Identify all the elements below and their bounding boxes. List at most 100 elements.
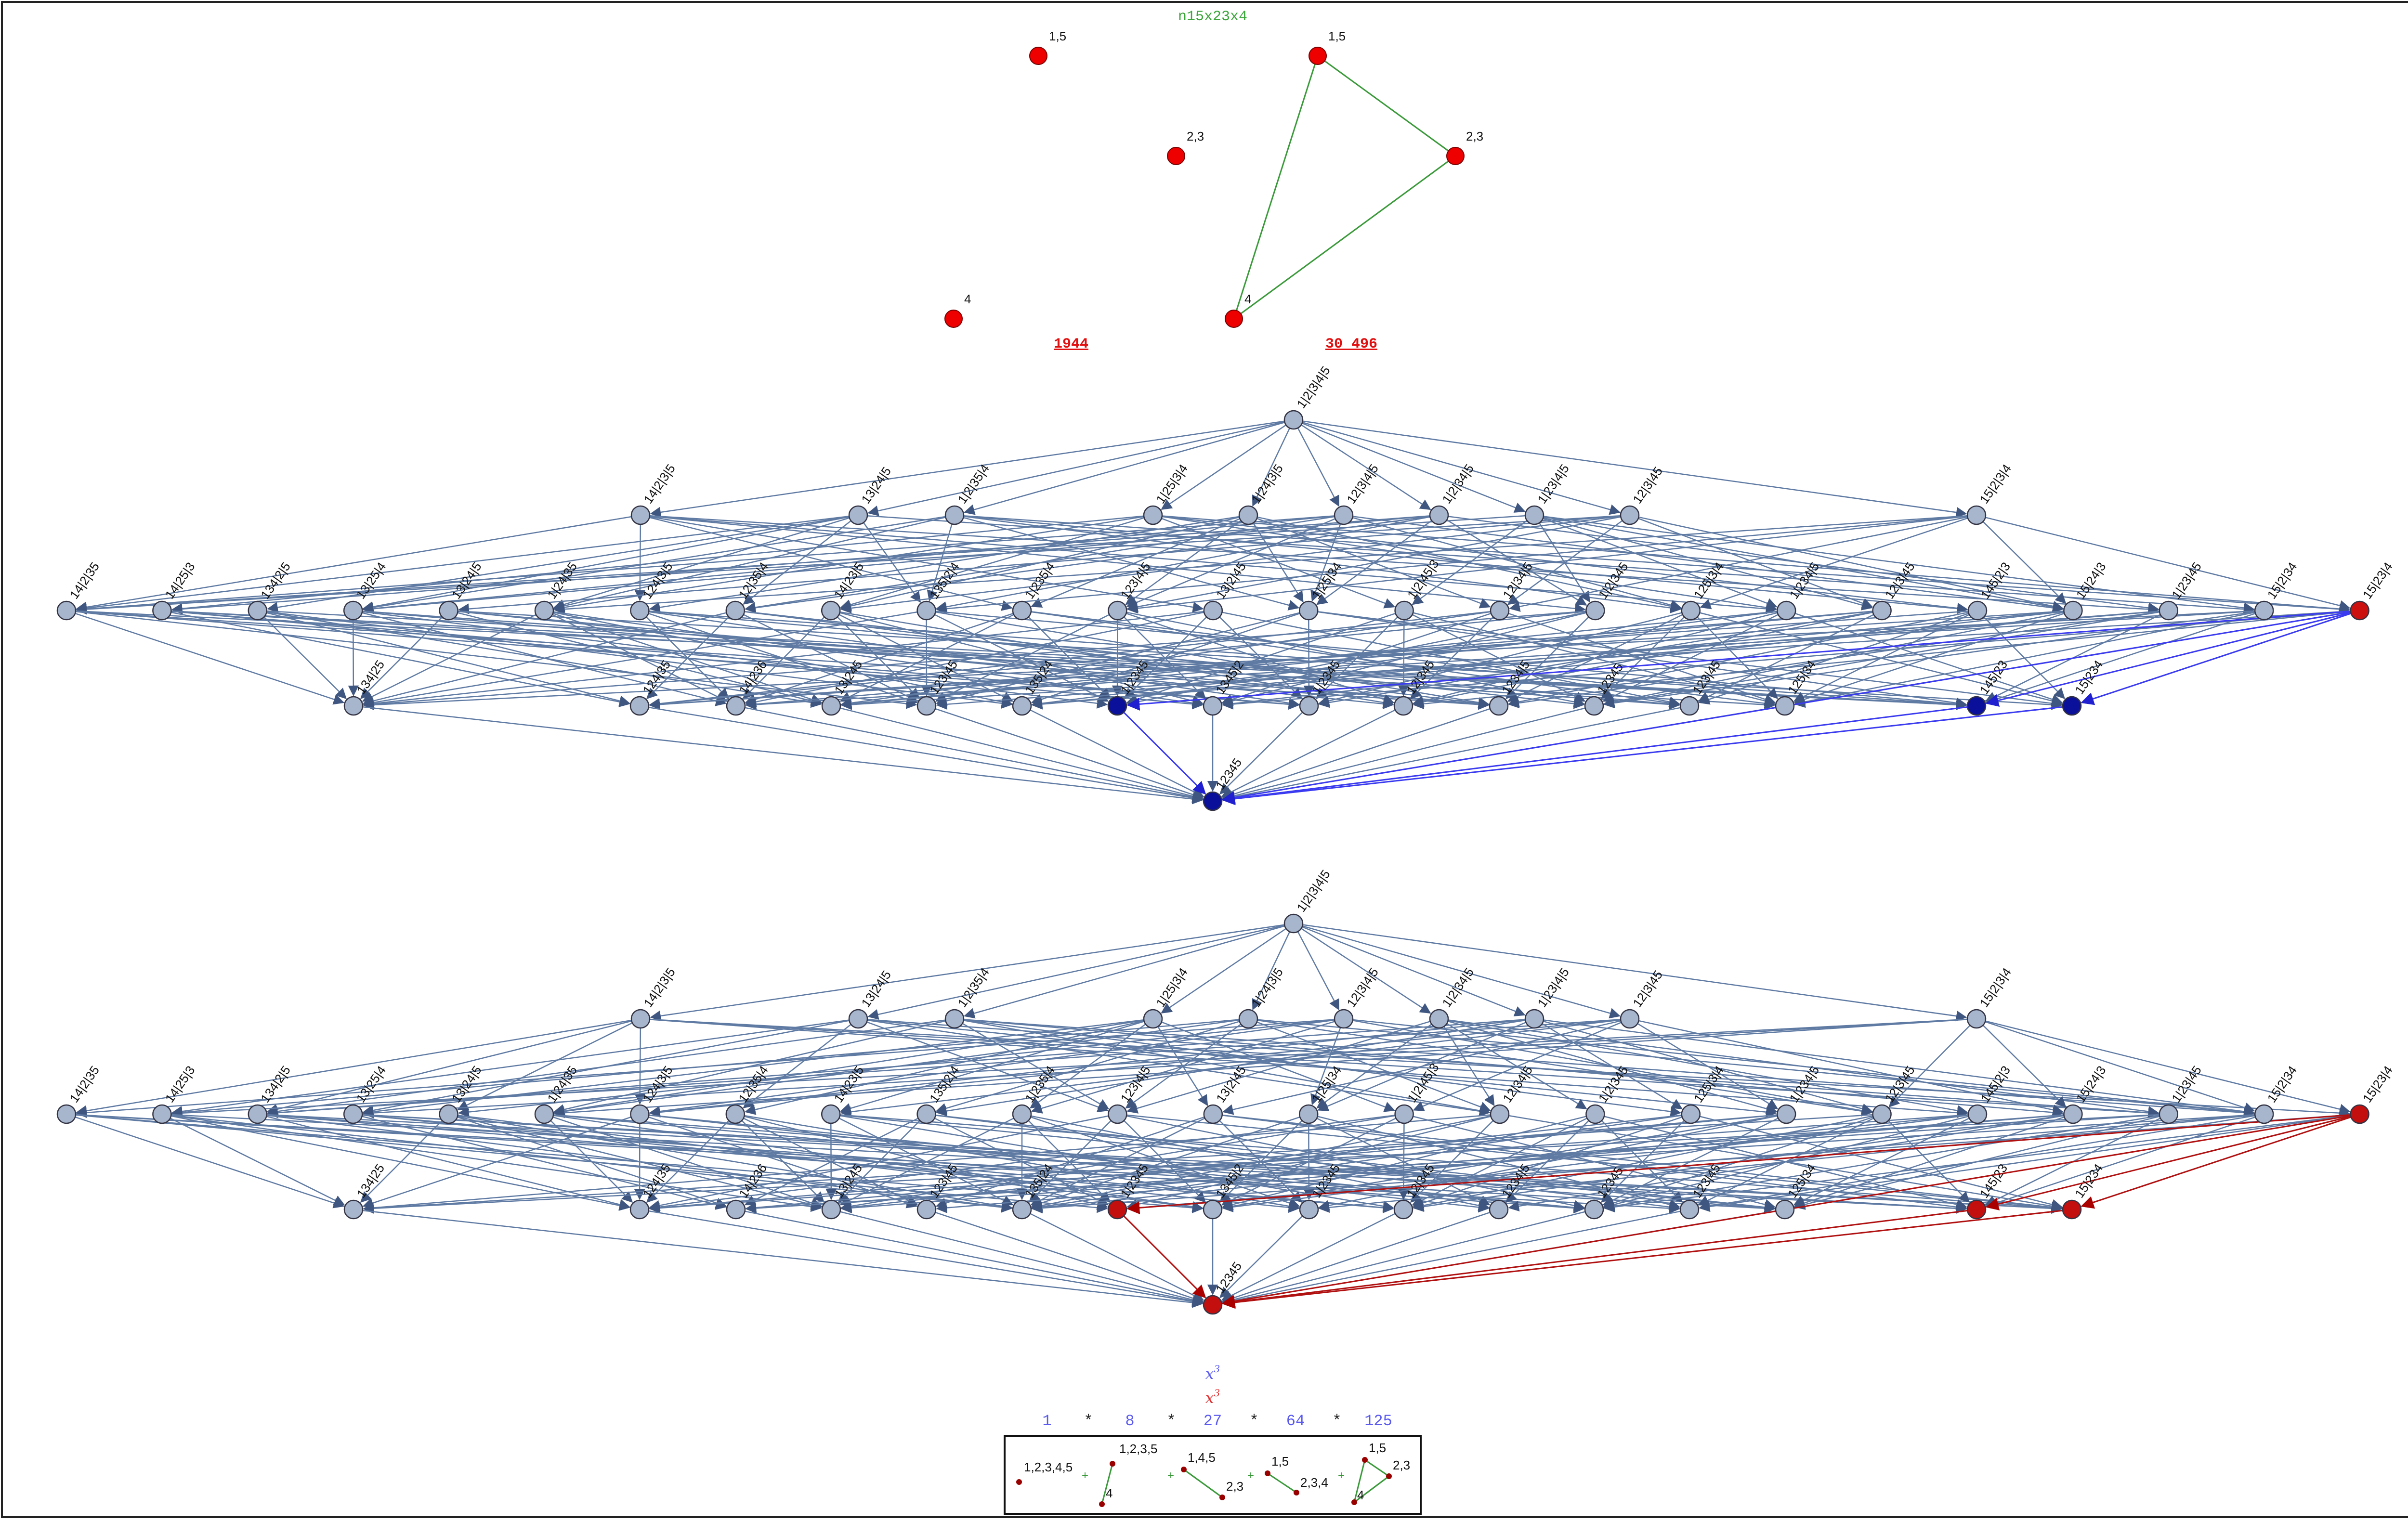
lattice-edge: [1221, 1213, 1395, 1301]
highlight-edge: [1124, 1216, 1206, 1299]
lattice-edge: [363, 611, 917, 708]
legend-items: 1,2,3,4,5 + 1,2,3,5 4 + 1,4,5 2,3 +: [1016, 1441, 1410, 1507]
lattice-edge: [1986, 517, 2351, 611]
legend-dot: [1294, 1490, 1299, 1495]
lattice-node: [2062, 1199, 2082, 1220]
node-label: 1|2|34|5: [1439, 965, 1477, 1010]
lattice-edge: [649, 707, 1204, 804]
lattice-edge: [1252, 428, 1290, 507]
lattice-node: [1490, 1104, 1510, 1124]
count-left: 1944: [1054, 336, 1088, 352]
lattice-edge: [1297, 932, 1339, 1011]
lattice-edge: [457, 1022, 632, 1110]
lattice-edge: [649, 1019, 1335, 1117]
lattice-edge: [650, 1019, 1968, 1118]
lattice-edge: [1888, 1025, 1970, 1107]
node-label: 14|2|35: [66, 559, 102, 602]
lattice-node: [1203, 600, 1223, 621]
node-label: 14|2|35: [66, 1063, 102, 1105]
lattice-node: [1203, 1199, 1223, 1220]
lattice-edge: [649, 1115, 1395, 1212]
node-label: 145|2|3: [1977, 1063, 2013, 1105]
legend-label: 2,3: [1393, 1458, 1410, 1472]
node-label: 12|3|45: [1630, 464, 1665, 507]
lattice-node: [1283, 913, 1304, 934]
node-label: 1|25|3|4: [1153, 965, 1191, 1010]
lattice-node: [1490, 600, 1510, 621]
point-4-right: [1225, 310, 1243, 328]
lattice-node: [1299, 696, 1319, 716]
legend-dot: [1351, 1499, 1357, 1505]
lattice-node: [1584, 696, 1604, 716]
node-label: 12|34|5: [1500, 1063, 1535, 1105]
node-label: 15|234: [2072, 1161, 2106, 1200]
lattice-node: [56, 600, 77, 621]
node-label: 14|25|3: [162, 1063, 198, 1105]
lattice-edge: [458, 515, 1621, 614]
lattice-edge: [267, 1019, 945, 1117]
lattice-edge: [1219, 712, 1303, 795]
lattice-edge: [1508, 611, 2159, 709]
lattice-node: [821, 600, 841, 621]
legend-dot: [1016, 1479, 1022, 1485]
legend-label: 4: [1106, 1486, 1112, 1500]
lattice-edge: [1031, 1114, 2350, 1214]
lattice-edge: [867, 925, 1284, 1020]
lattice-edge: [76, 515, 1335, 615]
lattice-edge: [1127, 515, 1967, 614]
lattice-node: [534, 1104, 554, 1124]
lattice-edge: [1219, 1216, 1303, 1299]
lattice-node: [1967, 1104, 1988, 1124]
legend-dot: [1265, 1470, 1270, 1476]
lattice-node: [1524, 1009, 1544, 1029]
lattice-edge: [840, 707, 1204, 802]
lattice-edge: [360, 617, 443, 700]
sequence-value: 1: [1042, 1412, 1051, 1430]
lattice-node: [1203, 791, 1223, 811]
lattice-edge: [267, 516, 849, 613]
lattice-edge: [936, 611, 2159, 710]
node-label: 15|2|3|4: [1976, 461, 2014, 506]
lattice-edge: [1302, 422, 1621, 515]
legend-dot: [1219, 1495, 1225, 1500]
edge: [1233, 55, 1319, 319]
lattice-upper: 1|2|3|4|514|2|3|5 13|24|5 1|2|35|4 1|25|3|4…: [56, 364, 2395, 811]
lattice-edge: [76, 1020, 631, 1117]
lattice-edge: [649, 516, 1239, 613]
lattice-edge: [1542, 1023, 1683, 1109]
lattice-edge: [1699, 1115, 2350, 1212]
lattice-node: [1620, 1009, 1640, 1029]
point-label: 2,3: [1187, 129, 1204, 143]
lattice-edge: [1637, 1023, 1779, 1109]
lattice-node: [152, 1104, 172, 1124]
lattice-edge: [745, 1114, 2159, 1214]
lattice-node: [1776, 600, 1796, 621]
lattice-edge: [1318, 1115, 1777, 1211]
lattice-node: [1524, 505, 1544, 525]
lattice-edge: [649, 611, 2064, 710]
point-label: 4: [964, 292, 971, 306]
point-label: 4: [1244, 292, 1251, 306]
lattice-node: [726, 1199, 746, 1220]
lattice-node: [1238, 505, 1258, 525]
node-label: 12|3|4|5: [1344, 965, 1381, 1010]
point-label: 1,5: [1049, 29, 1066, 43]
lattice-node: [1966, 1009, 1987, 1029]
lattice-edge: [1126, 516, 1621, 612]
node-label: 1|25|34: [1309, 559, 1345, 602]
lattice-edge: [553, 515, 1967, 615]
lattice-edge: [1222, 1210, 1680, 1306]
lattice-node: [725, 600, 746, 621]
node-label: 15|234: [2072, 657, 2106, 697]
lattice-edge: [649, 1019, 1621, 1118]
legend-dot: [1181, 1467, 1187, 1472]
lattice-edge: [650, 515, 2159, 615]
lattice-node: [1107, 1199, 1127, 1220]
lattice-edge: [1161, 928, 1286, 1014]
lattice-edge: [649, 611, 1586, 709]
lattice-node: [1334, 1009, 1354, 1029]
graph-title: n15x23x4: [1178, 9, 1247, 25]
lattice-edge: [1983, 521, 2067, 604]
node-label: 1|23|4|5: [1534, 461, 1572, 506]
lattice-edge: [839, 614, 1014, 702]
